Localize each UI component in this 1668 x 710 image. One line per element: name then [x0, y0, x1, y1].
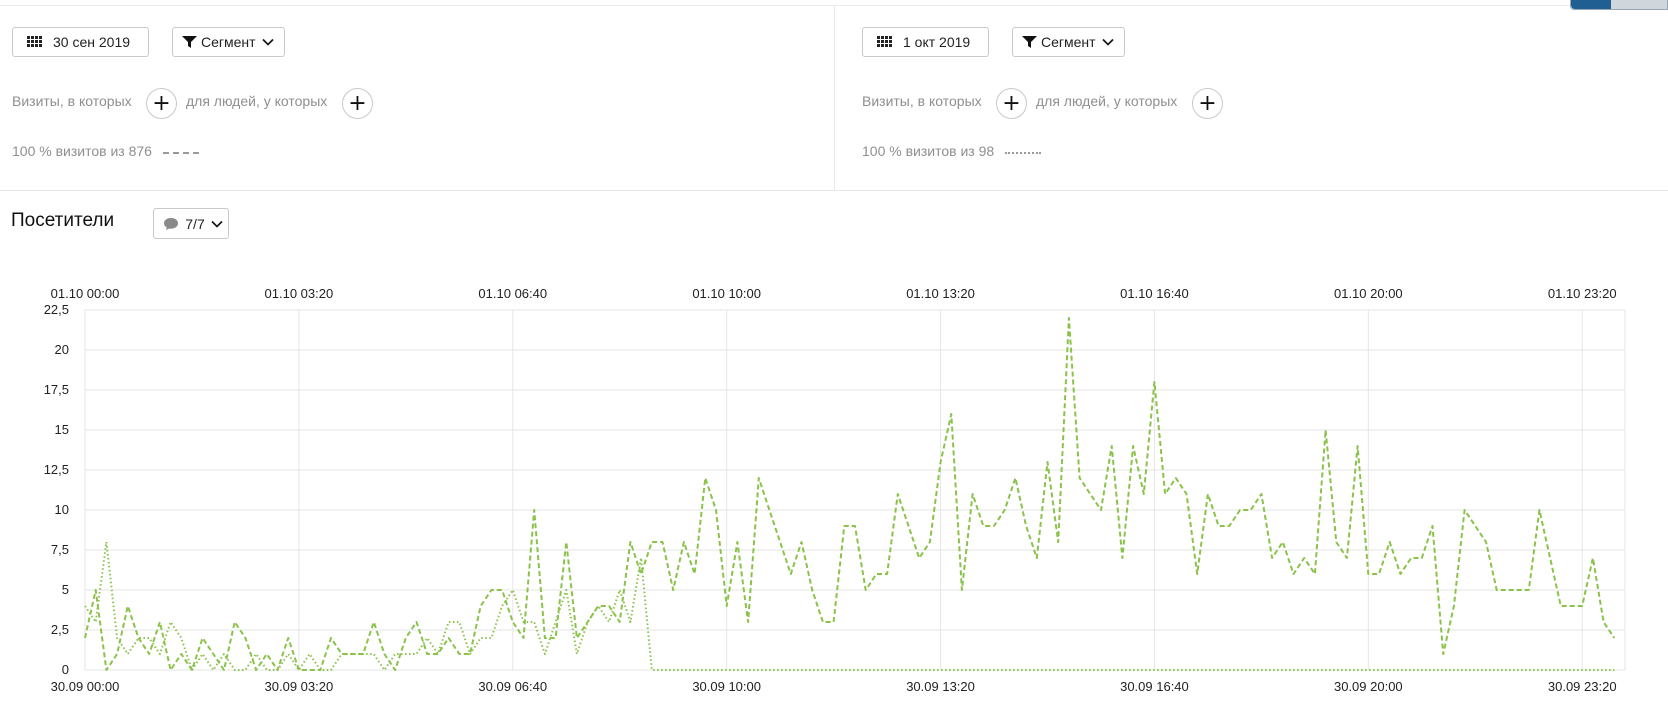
- y-tick-label: 10: [55, 502, 69, 517]
- segment-stat-text: 100 % визитов из 876: [12, 143, 152, 159]
- add-visit-condition-button[interactable]: +: [146, 88, 177, 119]
- y-tick-label: 12,5: [44, 462, 69, 477]
- chevron-down-icon: [211, 220, 223, 228]
- chevron-down-icon: [1101, 38, 1114, 46]
- y-tick-label: 5: [62, 582, 69, 597]
- y-tick-label: 22,5: [44, 302, 69, 317]
- plot-area: [84, 309, 1626, 671]
- x-top-tick-label: 01.10 20:00: [1334, 286, 1403, 301]
- x-bottom-tick-label: 30.09 13:20: [906, 679, 975, 694]
- x-bottom-tick-label: 30.09 06:40: [478, 679, 547, 694]
- x-top-tick-label: 01.10 23:20: [1548, 286, 1617, 301]
- corner-button-accent: [1571, 0, 1611, 9]
- x-bottom-tick-label: 30.09 23:20: [1548, 679, 1617, 694]
- segment-stat-text: 100 % визитов из 98: [862, 143, 995, 159]
- calendar-grid-icon: [27, 36, 43, 48]
- series-count-label: 7/7: [185, 215, 205, 232]
- segment-label: Сегмент: [201, 34, 256, 50]
- funnel-icon: [182, 36, 197, 48]
- date-picker-button-left[interactable]: 30 сен 2019: [12, 27, 149, 57]
- funnel-icon: [1022, 36, 1037, 48]
- date-picker-button-right[interactable]: 1 окт 2019: [862, 27, 989, 57]
- add-visit-condition-button[interactable]: +: [996, 88, 1027, 119]
- segment-panel-right: 1 окт 2019 Сегмент Визиты, в которых + д…: [835, 6, 1668, 190]
- visitors-line-chart: 0 2,5 5 7,5 10 12,5 15 17,5 20 22,501.10 00:00 30.…: [44, 286, 1626, 694]
- y-tick-label: 0: [62, 662, 69, 677]
- y-tick-label: 15: [55, 422, 69, 437]
- x-bottom-tick-label: 30.09 00:00: [51, 679, 120, 694]
- x-top-tick-label: 01.10 16:40: [1120, 286, 1189, 301]
- x-top-tick-label: 01.10 00:00: [51, 286, 120, 301]
- visits-condition-label: Визиты, в которых: [862, 93, 982, 109]
- page-title: Посетители: [11, 210, 115, 231]
- add-people-condition-button[interactable]: +: [342, 88, 373, 119]
- add-people-condition-button[interactable]: +: [1192, 88, 1223, 119]
- plus-icon: +: [1002, 90, 1021, 116]
- x-bottom-tick-label: 30.09 20:00: [1334, 679, 1403, 694]
- top-border: [0, 5, 1668, 6]
- y-tick-label: 7,5: [51, 542, 69, 557]
- section-divider: [0, 190, 1668, 191]
- x-top-tick-label: 01.10 13:20: [906, 286, 975, 301]
- series-legend-dashed: [163, 152, 199, 154]
- series-line-dashed: [84, 317, 1616, 671]
- plus-icon: +: [348, 90, 367, 116]
- date-label: 1 окт 2019: [903, 34, 971, 50]
- x-bottom-tick-label: 30.09 10:00: [692, 679, 761, 694]
- segment-button-right[interactable]: Сегмент: [1012, 27, 1125, 57]
- segment-button-left[interactable]: Сегмент: [172, 27, 285, 57]
- segment-panel-left: 30 сен 2019 Сегмент Визиты, в которых + …: [0, 6, 834, 190]
- chevron-down-icon: [261, 38, 274, 46]
- series-legend-dotted: [1005, 152, 1041, 154]
- date-label: 30 сен 2019: [53, 34, 131, 50]
- y-tick-label: 17,5: [44, 382, 69, 397]
- people-condition-label: для людей, у которых: [1036, 93, 1178, 109]
- x-bottom-tick-label: 30.09 03:20: [265, 679, 334, 694]
- panel-divider: [834, 6, 835, 190]
- series-count-button[interactable]: 7/7: [153, 208, 229, 239]
- x-top-tick-label: 01.10 10:00: [692, 286, 761, 301]
- y-tick-label: 20: [55, 342, 69, 357]
- series-line-dotted: [84, 541, 1615, 671]
- x-bottom-tick-label: 30.09 16:40: [1120, 679, 1189, 694]
- y-tick-label: 2,5: [51, 622, 69, 637]
- x-top-tick-label: 01.10 06:40: [478, 286, 547, 301]
- calendar-grid-icon: [877, 36, 893, 48]
- visits-condition-label: Визиты, в которых: [12, 93, 132, 109]
- x-top-tick-label: 01.10 03:20: [265, 286, 334, 301]
- plus-icon: +: [1198, 90, 1217, 116]
- comment-bubble-icon: [164, 217, 179, 230]
- people-condition-label: для людей, у которых: [186, 93, 328, 109]
- plus-icon: +: [152, 90, 171, 116]
- segment-label: Сегмент: [1041, 34, 1096, 50]
